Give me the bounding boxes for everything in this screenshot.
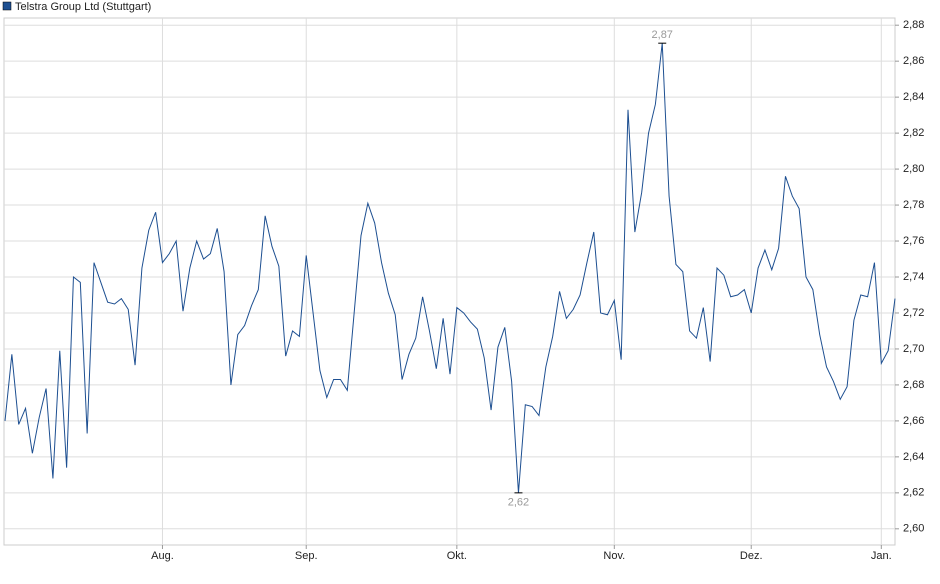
x-tick-label: Okt. [447, 550, 467, 562]
y-tick-label: 2,80 [903, 163, 924, 175]
y-tick-label: 2,88 [903, 19, 924, 31]
y-tick-label: 2,70 [903, 343, 924, 355]
legend-label: Telstra Group Ltd (Stuttgart) [15, 1, 151, 13]
legend-swatch [2, 1, 12, 11]
x-tick-label: Jan. [871, 550, 892, 562]
y-tick-label: 2,66 [903, 415, 924, 427]
y-tick-label: 2,76 [903, 235, 924, 247]
extreme-label: 2,62 [508, 497, 529, 509]
y-tick-label: 2,74 [903, 271, 924, 283]
extreme-label: 2,87 [652, 29, 673, 41]
y-tick-label: 2,60 [903, 523, 924, 535]
y-tick-label: 2,78 [903, 199, 924, 211]
x-tick-label: Dez. [740, 550, 763, 562]
y-tick-label: 2,68 [903, 379, 924, 391]
x-tick-label: Aug. [151, 550, 174, 562]
x-tick-label: Sep. [295, 550, 318, 562]
y-tick-label: 2,84 [903, 91, 924, 103]
y-tick-label: 2,62 [903, 487, 924, 499]
y-tick-label: 2,82 [903, 127, 924, 139]
y-tick-label: 2,64 [903, 451, 924, 463]
y-tick-label: 2,72 [903, 307, 924, 319]
y-tick-label: 2,86 [903, 55, 924, 67]
price-line [4, 43, 896, 493]
x-tick-label: Nov. [603, 550, 625, 562]
